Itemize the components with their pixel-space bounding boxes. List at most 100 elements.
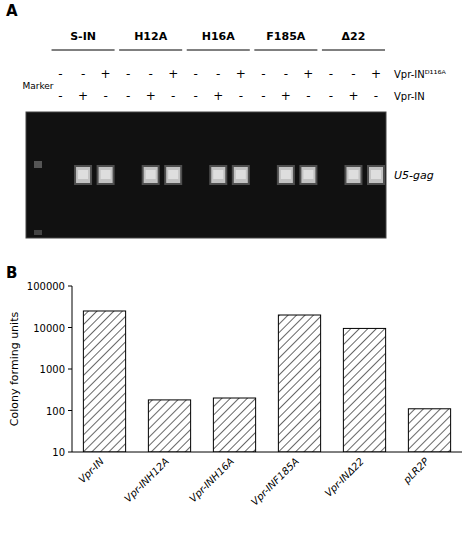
band-body <box>301 167 315 183</box>
sign: - <box>81 67 85 81</box>
bar <box>83 311 125 452</box>
marker-band <box>34 230 42 235</box>
sign: + <box>371 67 381 81</box>
gel <box>26 112 386 238</box>
sign: - <box>306 89 310 103</box>
band <box>277 165 295 185</box>
band-body <box>369 167 383 183</box>
sign: + <box>213 89 223 103</box>
panel-label: A <box>6 2 18 20</box>
row-label: Vpr-IN <box>394 91 425 102</box>
band-glow <box>164 165 182 185</box>
band-core <box>371 170 381 179</box>
group-label: H16A <box>202 30 236 43</box>
row-label: Vpr-INᴰ¹¹⁶ᴬ <box>394 69 447 80</box>
x-axis <box>72 452 462 453</box>
x-tick-label: Vpr-INH16A <box>187 456 236 505</box>
y-tick <box>68 410 72 411</box>
sign: - <box>194 89 198 103</box>
y-tick-label: 100000 <box>27 281 65 292</box>
band-glow <box>142 165 160 185</box>
group-line <box>254 50 317 51</box>
sign: - <box>58 89 62 103</box>
band-core <box>101 170 111 179</box>
y-tick <box>68 286 72 287</box>
sign: - <box>261 67 265 81</box>
band-glow <box>97 165 115 185</box>
sign: - <box>216 67 220 81</box>
sign: - <box>374 89 378 103</box>
band-body <box>144 167 158 183</box>
sign: - <box>261 89 265 103</box>
band-core <box>213 170 223 179</box>
band <box>97 165 115 185</box>
sign: + <box>281 89 291 103</box>
band <box>367 165 385 185</box>
sign: - <box>329 67 333 81</box>
band-core <box>303 170 313 179</box>
sign: + <box>303 67 313 81</box>
group-label: Δ22 <box>342 30 366 43</box>
sign: - <box>351 67 355 81</box>
band-body <box>211 167 225 183</box>
y-tick-label: 100 <box>46 406 65 417</box>
y-axis-label: Colony forming units <box>8 312 21 427</box>
sign: - <box>284 67 288 81</box>
group-line <box>322 50 385 51</box>
sign: + <box>146 89 156 103</box>
band-core <box>146 170 156 179</box>
sign: - <box>329 89 333 103</box>
sign: + <box>78 89 88 103</box>
band-core <box>168 170 178 179</box>
band-body <box>99 167 113 183</box>
sign: + <box>236 67 246 81</box>
x-tick-label: Vpr-INF185A <box>249 456 301 508</box>
band <box>74 165 92 185</box>
band <box>344 165 362 185</box>
marker-band <box>34 161 42 168</box>
bar <box>148 400 190 452</box>
bar-panel: B10100100010000100000Vpr-INVpr-INH12AVpr… <box>6 264 462 508</box>
marker-label: Marker <box>22 81 53 91</box>
sign: - <box>103 89 107 103</box>
y-tick-label: 10 <box>52 447 65 458</box>
band-label: U5-gag <box>394 169 434 182</box>
sign: - <box>58 67 62 81</box>
y-tick <box>68 369 72 370</box>
sign: + <box>168 67 178 81</box>
band-glow <box>232 165 250 185</box>
band-glow <box>74 165 92 185</box>
band-glow <box>344 165 362 185</box>
group-label: H12A <box>134 30 168 43</box>
sign: - <box>171 89 175 103</box>
gel-panel: AS-INH12AH16AF185AΔ22--+--+--+--+--+Vpr-… <box>6 2 447 238</box>
band <box>209 165 227 185</box>
band-core <box>78 170 88 179</box>
sign: - <box>126 67 130 81</box>
bar <box>278 315 320 452</box>
band-core <box>281 170 291 179</box>
y-tick-label: 1000 <box>40 364 65 375</box>
bar <box>343 328 385 452</box>
x-tick-label: pLR2P <box>400 455 431 486</box>
band-core <box>348 170 358 179</box>
y-tick-label: 10000 <box>33 323 65 334</box>
group-line <box>187 50 250 51</box>
group-line <box>52 50 115 51</box>
x-tick-label: Vpr-INH12A <box>122 456 171 505</box>
group-label: F185A <box>266 30 305 43</box>
panel-label: B <box>6 264 17 282</box>
sign: - <box>239 89 243 103</box>
sign: - <box>126 89 130 103</box>
x-tick-label: Vpr-INΔ22 <box>323 456 366 499</box>
band-body <box>166 167 180 183</box>
bar <box>408 409 450 452</box>
band-glow <box>367 165 385 185</box>
band-glow <box>209 165 227 185</box>
band <box>164 165 182 185</box>
band-body <box>76 167 90 183</box>
sign: + <box>348 89 358 103</box>
band-glow <box>277 165 295 185</box>
band-core <box>236 170 246 179</box>
group-line <box>119 50 182 51</box>
